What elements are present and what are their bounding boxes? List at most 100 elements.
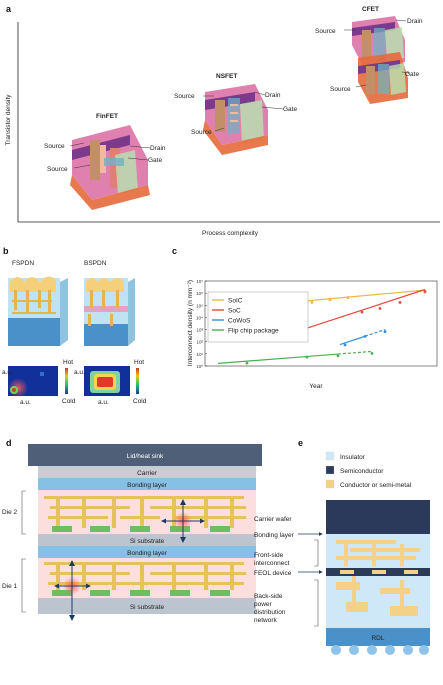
chart-y-tick-label: 10⁷: [196, 279, 203, 284]
bonding-top-label: Bonding layer: [127, 482, 168, 489]
carrier-wafer-block: [326, 500, 430, 534]
nsfet-source-bottom: Source: [191, 129, 212, 136]
panel-c: c Interconnect density (n mm⁻²) Year 10⁰…: [172, 246, 438, 390]
finfet-source-bottom: Source: [47, 166, 68, 173]
chart-series-line-0: [299, 289, 426, 303]
nsfet-source-top: Source: [174, 93, 195, 100]
panel-a: a Transistor density Process complexity …: [5, 4, 440, 237]
bspdn-label: BSPDN: [84, 260, 107, 267]
chart-series: [217, 288, 427, 365]
feol-label: FEOL device: [254, 570, 292, 577]
chart-point: [398, 301, 402, 304]
back-side-label-2: power: [254, 601, 273, 608]
bonding-mid-label: Bonding layer: [127, 550, 168, 557]
bspdn-hot: Hot: [134, 359, 144, 366]
rdl-block: [326, 628, 430, 646]
finfet-drain: Drain: [150, 145, 166, 152]
fspdn-label: FSPDN: [12, 260, 34, 267]
nsfet-title: NSFET: [216, 73, 237, 80]
si-substrate-top-label: Si substrate: [130, 538, 165, 545]
chart-y-tick-label: 10⁵: [196, 303, 203, 308]
chart-y-tick-label: 10³: [196, 328, 203, 333]
legend-swatch: [325, 465, 335, 475]
chart-series-line-3: [217, 353, 339, 364]
back-side-label-4: network: [254, 617, 278, 624]
chart-series-dash-3: [337, 350, 373, 355]
chart-y-tick-label: 10²: [196, 340, 203, 345]
chart-point: [383, 330, 387, 333]
finfet-device: FinFET Source Source Drain Gate: [44, 113, 166, 210]
cfet-drain: Drain: [407, 18, 423, 25]
fspdn-cold: Cold: [62, 398, 76, 405]
chart-frame: [204, 280, 438, 367]
si-substrate-bottom-label: Si substrate: [130, 604, 165, 611]
back-side-label-1: Back-side: [254, 593, 283, 600]
chart-point: [360, 310, 364, 314]
panel-c-letter: c: [172, 246, 177, 256]
chart-point: [370, 352, 374, 355]
fspdn-au-y: a.u.: [2, 369, 13, 376]
legend-label: SoIC: [228, 298, 243, 305]
cfet-device: CFET Source Source Drain Gate: [315, 6, 423, 104]
bspdn-au-y: a.u.: [74, 369, 85, 376]
chart-point: [310, 301, 314, 304]
panel-e: e Insulator Semiconductor Conductor or sem…: [254, 438, 430, 655]
finfet-source-top: Source: [44, 143, 65, 150]
front-side-label-1: Front-side: [254, 552, 284, 559]
chart-y-tick-label: 10⁰: [196, 364, 203, 369]
carrier-label: Carrier: [137, 470, 158, 477]
chart-point: [423, 290, 427, 293]
back-side-label-3: distribution: [254, 609, 286, 616]
chart-point: [328, 298, 332, 302]
chart-series-line-2: [339, 335, 366, 346]
chart-point: [363, 335, 367, 338]
finfet-gate: Gate: [148, 157, 162, 164]
chart-y-label: Interconnect density (n mm⁻²): [187, 280, 194, 366]
carrier-wafer-label: Carrier wafer: [254, 516, 292, 523]
bspdn-heatmap: Hot Cold a.u. a.u.: [74, 359, 147, 406]
legend-label: Conductor or semi-metal: [340, 482, 412, 489]
die1-label: Die 1: [2, 583, 18, 590]
bonding-layer-e-label: Bonding layer: [254, 532, 295, 539]
legend-label: CoWoS: [228, 318, 251, 325]
y-axis-label: Transistor density: [5, 94, 12, 146]
front-side-label-2: interconnect: [254, 560, 290, 567]
panel-d-letter: d: [6, 438, 12, 448]
chart-x-label: Year: [309, 383, 323, 390]
cfet-source-bottom: Source: [330, 86, 351, 93]
legend-swatch: [325, 479, 335, 489]
panel-a-letter: a: [6, 4, 12, 14]
chart-point: [336, 354, 340, 358]
bspdn-block: [84, 278, 135, 346]
nsfet-gate: Gate: [283, 106, 297, 113]
bspdn-cold: Cold: [133, 398, 147, 405]
chart-series-dash-2: [364, 329, 386, 337]
chart-y-tick-label: 10⁴: [196, 315, 203, 320]
bonding-top-layer: [38, 478, 256, 490]
nsfet-device: NSFET Source Source Drain Gate: [174, 73, 297, 155]
chart-point: [305, 355, 309, 359]
lid-layer: [28, 444, 262, 466]
legend-label: SoC: [228, 308, 241, 315]
rdl-label: RDL: [371, 635, 384, 642]
si-substrate-bottom-layer: [38, 598, 256, 614]
x-axis-label: Process complexity: [202, 230, 259, 237]
legend-label: Insulator: [340, 454, 366, 461]
bspdn-au-x: a.u.: [98, 399, 109, 406]
cfet-source-top: Source: [315, 28, 336, 35]
chart-point: [245, 361, 249, 365]
chart-y-ticks: 10⁰ 10¹ 10² 10³ 10⁴ 10⁵ 10⁶ 10⁷: [196, 279, 207, 369]
lid-label: Lid/heat sink: [127, 453, 164, 460]
chart-legend: SoIC SoC CoWoS Flip chip package: [207, 291, 309, 343]
fspdn-heatmap: Hot Cold a.u. a.u.: [2, 359, 76, 406]
chart-point: [378, 307, 382, 310]
panel-e-legend: Insulator Semiconductor Conductor or semi-…: [325, 451, 412, 489]
cfet-title: CFET: [362, 6, 379, 13]
chart-point: [346, 296, 350, 299]
legend-swatch: [325, 451, 335, 461]
panel-e-letter: e: [298, 438, 303, 448]
chart-series-line-1: [299, 288, 426, 332]
chart-y-tick-label: 10¹: [196, 352, 203, 357]
cfet-gate: Gate: [405, 71, 419, 78]
